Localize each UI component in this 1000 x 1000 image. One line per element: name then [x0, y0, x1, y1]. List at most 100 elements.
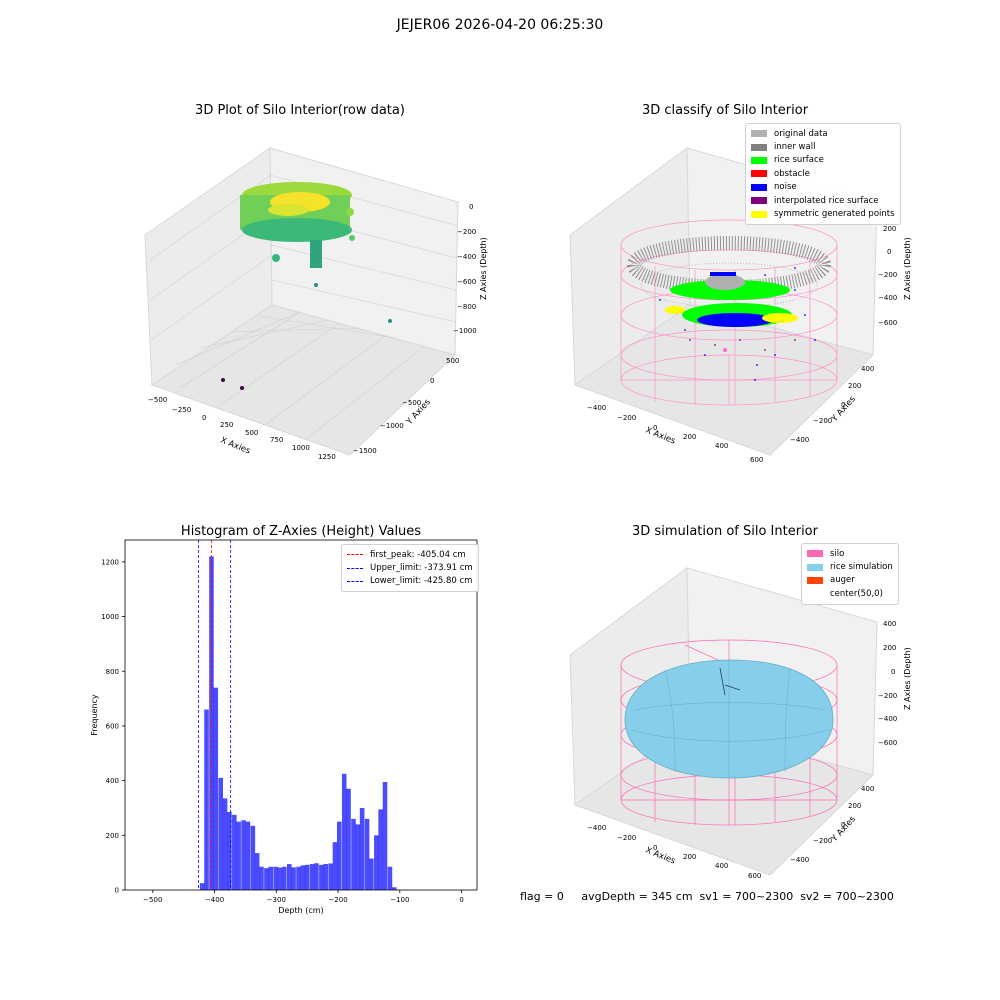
- classify-xtick-2: 0: [653, 424, 657, 432]
- histogram-bar: [328, 863, 333, 890]
- classify-y-axis-label: Y Axies: [829, 394, 858, 425]
- histogram-title: Histogram of Z-Axies (Height) Values: [180, 524, 422, 539]
- histogram-bar: [314, 863, 319, 890]
- histogram-y-ticks: 0 200 400 600 800 1000 1200: [101, 558, 125, 895]
- histogram-bar: [355, 824, 361, 890]
- raw-ztick-0: −1000: [453, 327, 477, 335]
- histogram-bar: [296, 866, 301, 890]
- raw-xtick-7: 1250: [318, 453, 336, 461]
- histogram-bar: [369, 858, 374, 890]
- classify-y-ticks: −400 −200 0 200 400: [790, 365, 874, 444]
- simulation-ytick-0: −400: [790, 856, 809, 864]
- histogram-axes-frame: [124, 539, 478, 891]
- simulation-ztick-3: 0: [891, 668, 895, 676]
- raw-3d-plot: −500 −250 0 250 500 750 1000 1250 X Axie…: [144, 147, 488, 461]
- raw-ytick-3: 0: [430, 377, 434, 385]
- classify-ztick-1: −400: [878, 294, 897, 302]
- histogram-bar: [259, 866, 264, 890]
- figure-title: JEJER06 2026-04-20 06:25:30: [396, 17, 604, 33]
- histogram-bar: [351, 818, 356, 890]
- raw-xtick-6: 1000: [292, 444, 310, 452]
- simulation-ztick-4: 200: [883, 644, 896, 652]
- histogram-y-tick-label: 800: [106, 668, 119, 676]
- histogram-y-tick-label: 1000: [101, 613, 119, 621]
- histogram-bar: [378, 809, 383, 890]
- histogram-bar: [232, 814, 237, 890]
- histogram-x-tick-label: −100: [390, 896, 409, 904]
- histogram-bar: [218, 777, 224, 890]
- classify-ztick-2: −200: [878, 271, 897, 279]
- histogram-bar: [277, 867, 283, 890]
- raw-ztick-4: −200: [457, 228, 476, 236]
- histogram-chart: −500 −400 −300 −200 −100 0 0 200 400 600 800 1000 1…: [90, 539, 478, 915]
- classify-x-ticks: −400 −200 0 200 400 600: [587, 404, 763, 464]
- raw-point-cloud: [221, 182, 392, 390]
- classify-inner-wall: [627, 236, 831, 308]
- histogram-bar: [300, 865, 306, 890]
- histogram-bar: [222, 798, 228, 890]
- classify-ytick-2: 0: [841, 401, 845, 409]
- histogram-x-tick-label: −200: [328, 896, 347, 904]
- classify-z-axis-label: Z Axies (Depth): [903, 237, 912, 300]
- histogram-bar: [359, 807, 365, 890]
- classify-xtick-4: 400: [715, 442, 728, 450]
- legend-lower-limit: Lower_limit: -425.80 cm: [347, 575, 473, 588]
- classify-ztick-4: 200: [883, 225, 896, 233]
- raw-ztick-1: −800: [457, 303, 476, 311]
- legend-first-peak: first_peak: -405.04 cm: [347, 548, 473, 561]
- legend-silo: silo: [807, 547, 893, 560]
- histogram-x-axis-label: Depth (cm): [278, 906, 323, 915]
- classify-ztick-3: 0: [887, 248, 891, 256]
- simulation-ytick-3: 200: [848, 802, 861, 810]
- simulation-ytick-4: 400: [861, 785, 874, 793]
- legend-rice-simulation: rice simulation: [807, 560, 893, 573]
- histogram-y-axis-label: Frequency: [90, 694, 99, 736]
- histogram-bar: [245, 821, 251, 890]
- histogram-legend: first_peak: -405.04 cm Upper_limit: -373…: [341, 544, 479, 593]
- histogram-bar: [282, 866, 287, 890]
- histogram-x-tick-label: −300: [267, 896, 286, 904]
- raw-ytick-4: 500: [446, 357, 459, 365]
- histogram-bar: [213, 687, 219, 890]
- legend-rice-surface: rice surface: [751, 154, 895, 167]
- histogram-y-tick-label: 1200: [101, 558, 119, 566]
- histogram-bar: [382, 781, 388, 890]
- classify-xtick-5: 600: [750, 456, 763, 464]
- legend-upper-limit: Upper_limit: -373.91 cm: [347, 561, 473, 574]
- raw-ytick-1: −1000: [380, 422, 404, 430]
- simulation-xtick-1: −200: [617, 834, 636, 842]
- simulation-x-axis-label: X Axies: [644, 846, 677, 867]
- classify-plot-title: 3D classify of Silo Interior: [641, 103, 809, 118]
- simulation-y-axis-label: Y Axies: [829, 814, 858, 845]
- histogram-bar: [291, 867, 296, 890]
- classify-3d-plot: −400 −200 0 200 400 600 X Axies −400 −20…: [569, 147, 912, 464]
- legend-original-data: original data: [751, 127, 895, 140]
- raw-xtick-5: 750: [270, 436, 283, 444]
- histogram-bar: [337, 821, 342, 890]
- histogram-bar: [341, 773, 347, 890]
- simulation-x-ticks: −400 −200 0 200 400 600: [587, 824, 761, 880]
- histogram-bar: [319, 864, 324, 890]
- histogram-bar: [323, 864, 328, 890]
- simulation-ztick-0: −600: [878, 739, 897, 747]
- simulation-plot-title: 3D simulation of Silo Interior: [632, 524, 818, 539]
- histogram-bar: [332, 842, 338, 890]
- simulation-ztick-5: 400: [883, 620, 896, 628]
- simulation-xtick-3: 200: [683, 853, 696, 861]
- raw-ytick-0: −1500: [353, 447, 377, 455]
- raw-xtick-4: 500: [245, 429, 258, 437]
- histogram-bar: [387, 866, 393, 890]
- raw-xtick-3: 250: [220, 421, 233, 429]
- histogram-bar: [286, 864, 292, 890]
- raw-ztick-5: 0: [469, 203, 473, 211]
- classify-xtick-1: −200: [617, 414, 636, 422]
- simulation-z-axis-label: Z Axies (Depth): [903, 647, 912, 710]
- simulation-ztick-1: −400: [878, 715, 897, 723]
- simulation-xtick-2: 0: [653, 844, 657, 852]
- raw-x-axis-label: X Axies: [219, 436, 252, 457]
- raw-xtick-0: −500: [148, 396, 167, 404]
- histogram-y-tick-label: 600: [106, 722, 119, 730]
- legend-obstacle: obstacle: [751, 167, 895, 180]
- simulation-ytick-1: −200: [813, 837, 832, 845]
- classify-ytick-1: −200: [813, 417, 832, 425]
